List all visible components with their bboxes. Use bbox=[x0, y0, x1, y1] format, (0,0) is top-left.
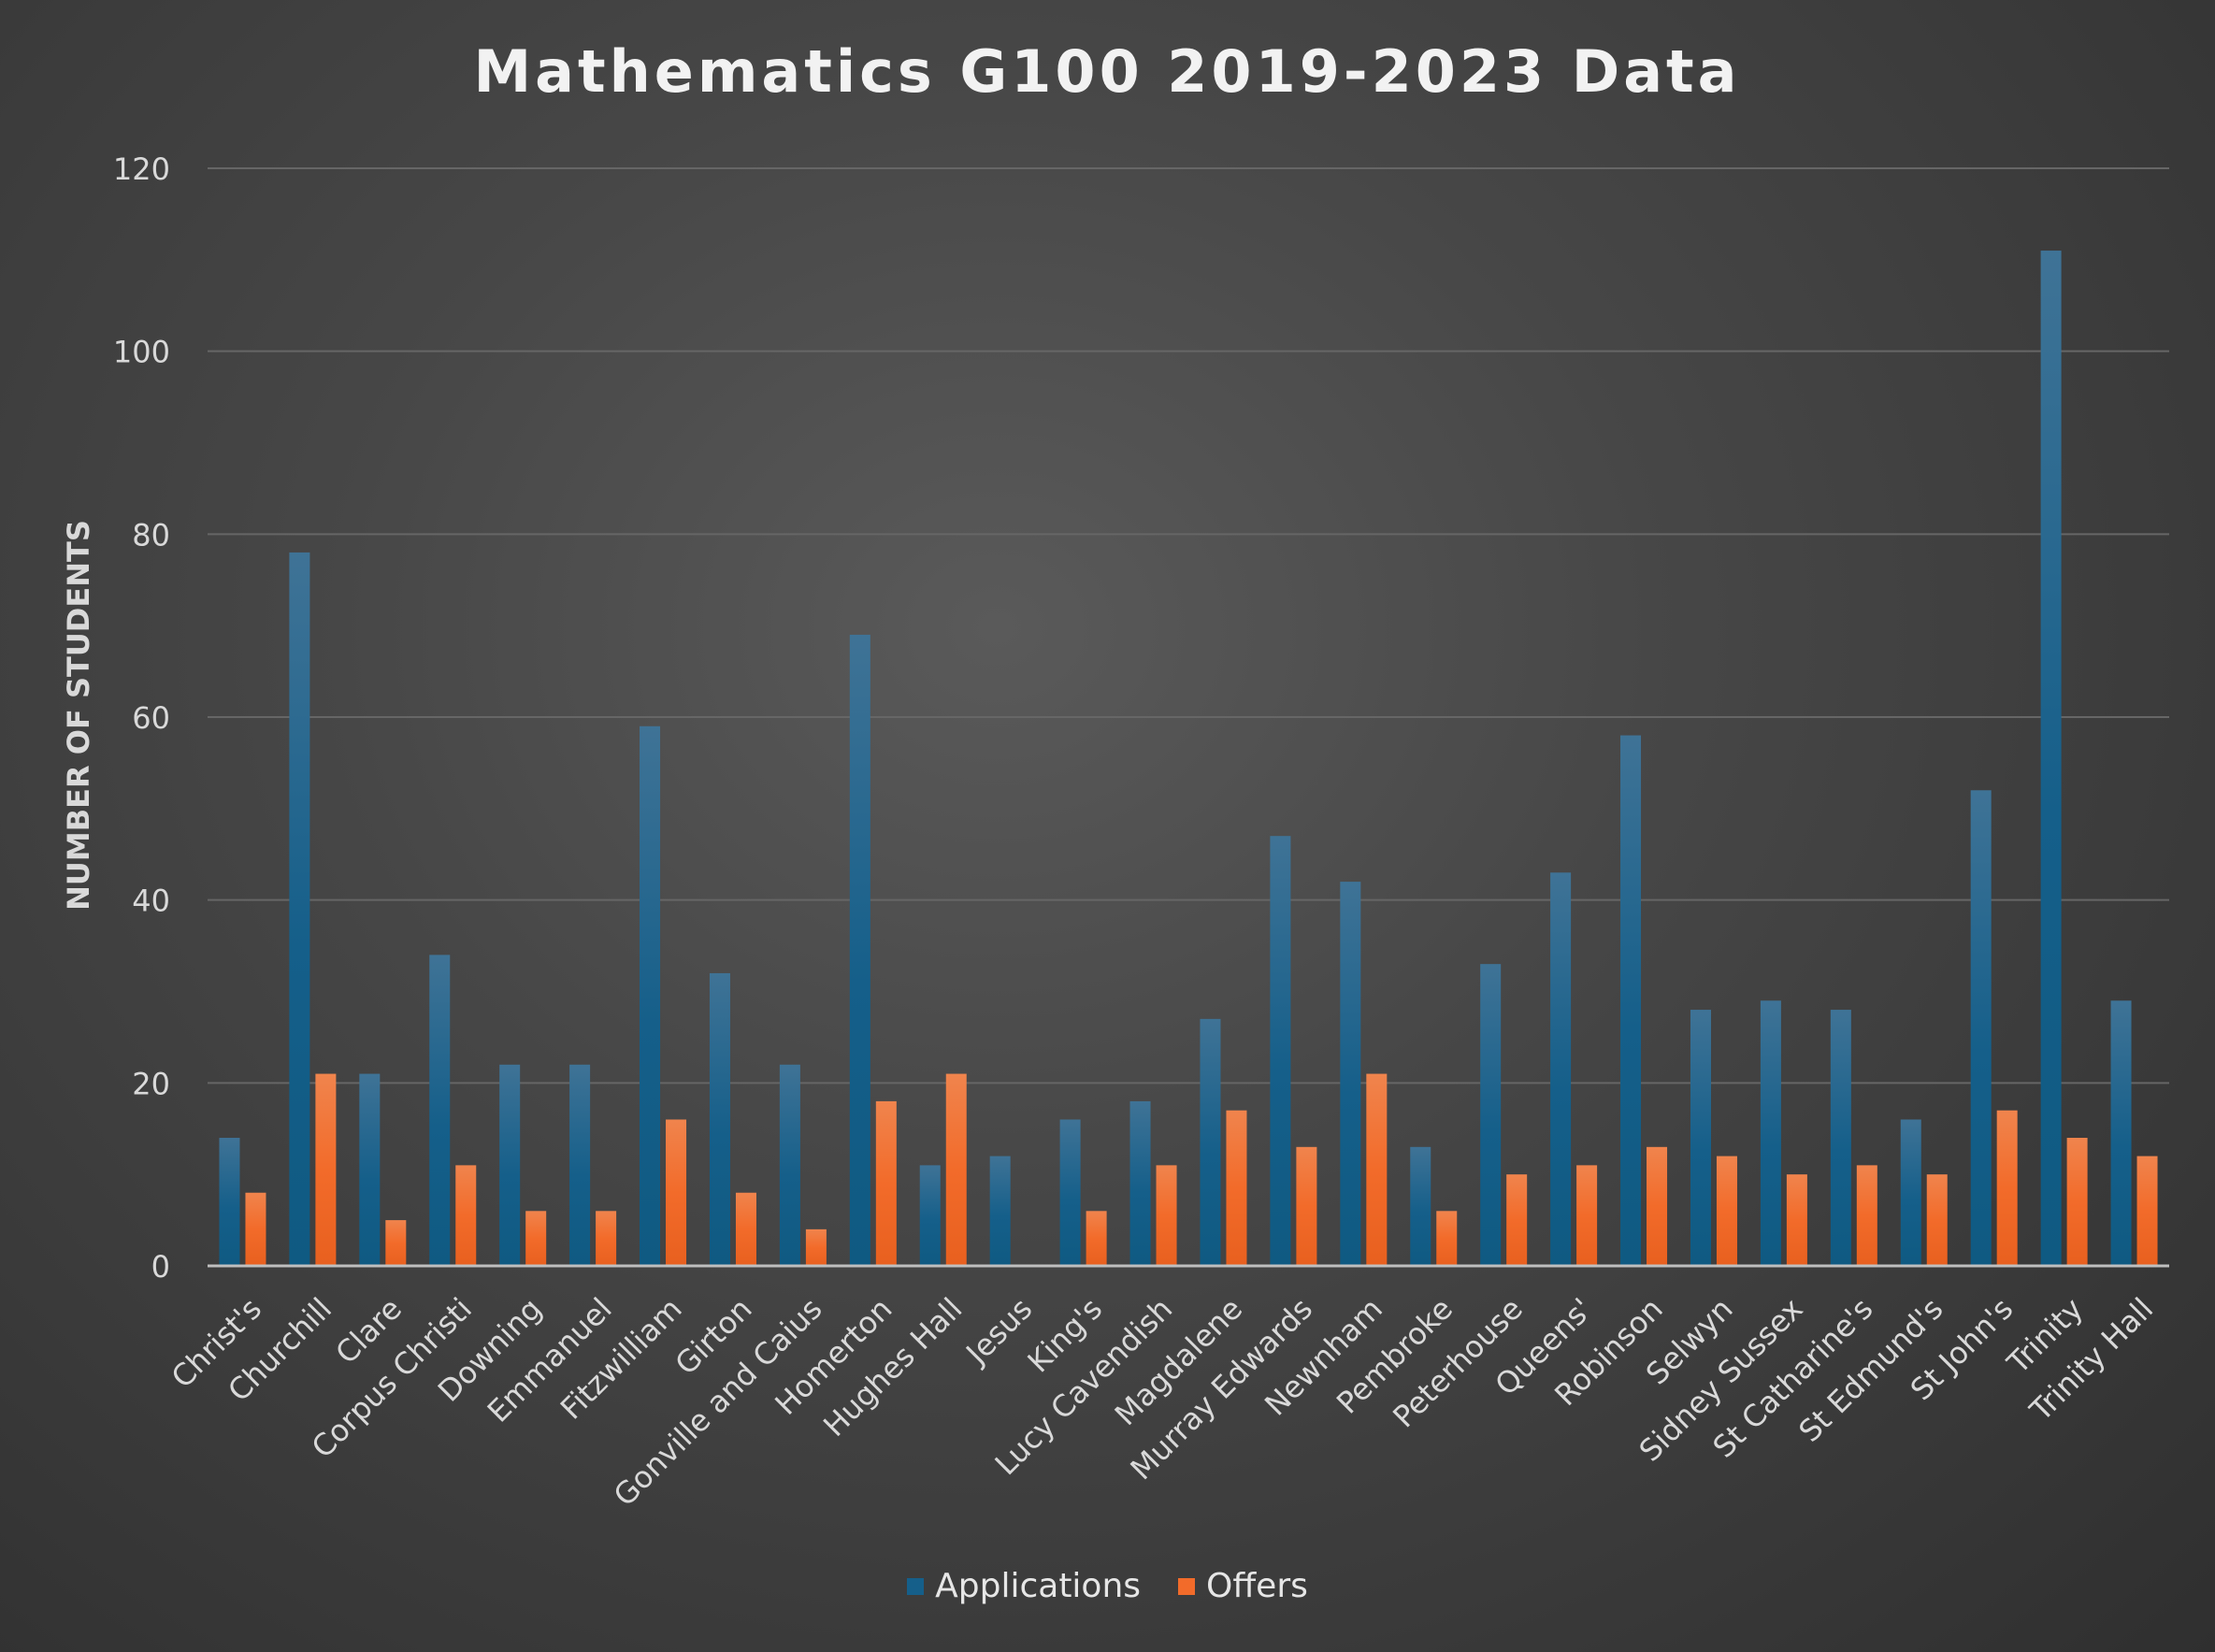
bar-applications bbox=[1760, 1000, 1781, 1266]
bar-applications bbox=[989, 1156, 1011, 1266]
bar-offers bbox=[1926, 1174, 1948, 1266]
bar-offers bbox=[525, 1211, 547, 1266]
legend-swatch-offers bbox=[1178, 1577, 1196, 1595]
bar-applications bbox=[289, 552, 310, 1266]
bar-applications bbox=[429, 955, 451, 1266]
bar-offers bbox=[945, 1073, 967, 1266]
bar-offers bbox=[875, 1100, 897, 1266]
bar-applications bbox=[2110, 1000, 2132, 1266]
bar-applications bbox=[1620, 735, 1642, 1266]
bar-applications bbox=[1690, 1010, 1711, 1266]
bar-applications bbox=[1830, 1010, 1851, 1266]
bar-offers bbox=[805, 1228, 827, 1266]
y-tick-label: 80 bbox=[132, 517, 170, 553]
y-tick-labels: 0 20 40 60 80 100 120 bbox=[113, 151, 170, 1285]
legend: Applications Offers bbox=[0, 1567, 2215, 1605]
bar-offers bbox=[596, 1211, 617, 1266]
bar-offers bbox=[2136, 1156, 2158, 1266]
bar-offers bbox=[1506, 1174, 1528, 1266]
legend-label-applications: Applications bbox=[935, 1567, 1142, 1605]
bar-applications bbox=[2040, 251, 2062, 1266]
bar-offers bbox=[1576, 1165, 1598, 1266]
bar-offers bbox=[1296, 1146, 1317, 1266]
bar-applications bbox=[569, 1064, 591, 1266]
bar-offers bbox=[315, 1073, 337, 1266]
y-tick-label: 20 bbox=[132, 1066, 170, 1101]
bar-applications bbox=[1550, 872, 1572, 1266]
chart-title: Mathematics G100 2019-2023 Data bbox=[473, 37, 1740, 106]
y-tick-label: 100 bbox=[113, 335, 170, 370]
bar-offers bbox=[455, 1165, 477, 1266]
bar-applications bbox=[640, 725, 661, 1266]
bar-offers bbox=[2066, 1138, 2088, 1266]
bar-applications bbox=[359, 1073, 381, 1266]
legend-item-offers: Offers bbox=[1178, 1567, 1308, 1605]
gridlines bbox=[208, 167, 2169, 1085]
bar-applications bbox=[1480, 964, 1502, 1266]
bar-offers bbox=[385, 1220, 407, 1266]
bar-offers bbox=[1226, 1110, 1247, 1266]
bars bbox=[219, 251, 2158, 1266]
bar-applications bbox=[1059, 1119, 1081, 1266]
legend-item-applications: Applications bbox=[907, 1567, 1141, 1605]
bar-offers bbox=[1786, 1174, 1807, 1266]
bar-offers bbox=[1086, 1211, 1107, 1266]
bar-applications bbox=[779, 1064, 800, 1266]
bar-applications bbox=[1900, 1119, 1921, 1266]
bar-applications bbox=[219, 1138, 240, 1266]
bar-offers bbox=[1366, 1073, 1388, 1266]
bar-applications bbox=[919, 1165, 941, 1266]
y-tick-label: 40 bbox=[132, 883, 170, 919]
bar-offers bbox=[245, 1192, 266, 1266]
bar-applications bbox=[709, 972, 730, 1266]
bar-applications bbox=[499, 1064, 521, 1266]
y-tick-label: 120 bbox=[113, 151, 170, 187]
bar-applications bbox=[1129, 1100, 1151, 1266]
bar-applications bbox=[1340, 882, 1361, 1266]
bar-offers bbox=[1647, 1146, 1668, 1266]
bar-offers bbox=[1156, 1165, 1177, 1266]
y-tick-label: 60 bbox=[132, 700, 170, 736]
bar-offers bbox=[1856, 1165, 1877, 1266]
bar-offers bbox=[1436, 1211, 1458, 1266]
bar-offers bbox=[1716, 1156, 1737, 1266]
bar-applications bbox=[849, 634, 870, 1266]
y-axis-title: NUMBER OF STUDENTS bbox=[61, 520, 96, 911]
bar-offers bbox=[1996, 1110, 2018, 1266]
bar-offers bbox=[735, 1192, 756, 1266]
legend-swatch-applications bbox=[907, 1577, 925, 1595]
bar-applications bbox=[1200, 1018, 1221, 1266]
bar-applications bbox=[1270, 836, 1291, 1266]
bar-offers bbox=[666, 1119, 687, 1266]
legend-label-offers: Offers bbox=[1206, 1567, 1308, 1605]
bar-applications bbox=[1970, 790, 1992, 1266]
bar-applications bbox=[1410, 1146, 1431, 1266]
y-tick-label: 0 bbox=[151, 1249, 170, 1285]
